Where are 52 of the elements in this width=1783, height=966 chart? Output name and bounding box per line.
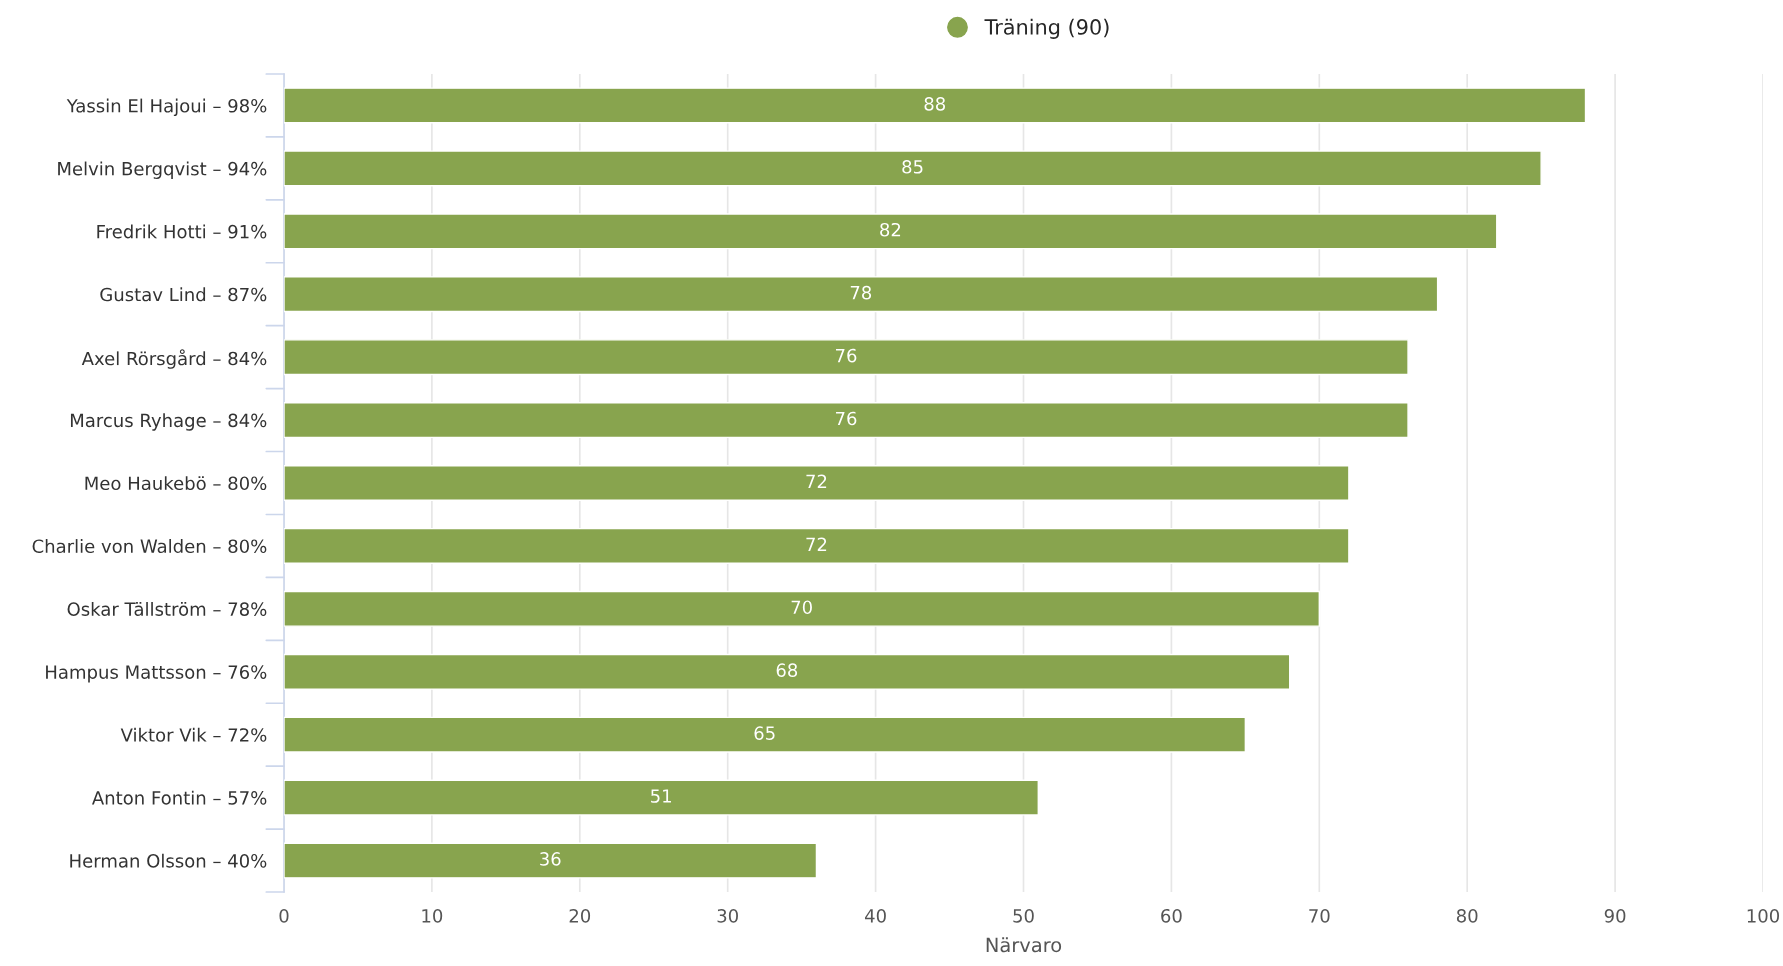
y-tick-label: Axel Rörsgård – 84% [81, 349, 267, 369]
y-tick-label: Charlie von Walden – 80% [32, 539, 267, 554]
x-tick-label: 80 [1456, 908, 1478, 923]
x-tick-label: 70 [1309, 908, 1330, 923]
bar [284, 402, 1409, 439]
y-tick-label: Yassin El Hajoui – 98% [66, 98, 267, 117]
x-tick-label: 100 [1747, 908, 1780, 923]
data-label: 85 [902, 159, 923, 174]
x-tick-label: 60 [1161, 908, 1182, 923]
y-tick-label: Marcus Ryhage – 84% [70, 413, 267, 431]
y-tick-label: Hampus Mattsson – 76% [46, 665, 267, 683]
legend-label: Träning (90) [984, 18, 1109, 39]
y-tick-label: Meo Haukebö – 80% [85, 476, 267, 491]
x-tick-label: 10 [422, 908, 443, 923]
data-label: 51 [651, 789, 671, 803]
bar [284, 779, 1039, 816]
data-label: 82 [880, 222, 901, 237]
data-label: 78 [850, 285, 872, 300]
x-axis-title: Närvaro [986, 937, 1062, 953]
data-label: 65 [754, 726, 775, 740]
bar [284, 527, 1350, 564]
y-tick-label: Melvin Bergqvist – 94% [58, 161, 267, 179]
data-label: 36 [540, 852, 561, 866]
bar [284, 213, 1498, 250]
bar [284, 653, 1291, 690]
x-tick-label: 50 [1013, 908, 1034, 923]
bar [284, 87, 1587, 124]
data-label: 76 [836, 411, 857, 426]
x-tick-label: 20 [569, 908, 591, 923]
x-tick-label: 40 [865, 908, 886, 923]
bar [284, 842, 818, 879]
data-label: 72 [806, 474, 827, 488]
y-tick-label: Gustav Lind – 87% [100, 287, 267, 302]
x-tick-label: 0 [279, 908, 289, 923]
bar [284, 716, 1247, 753]
data-label: 88 [924, 97, 946, 111]
bar [284, 339, 1409, 376]
data-label: 68 [776, 663, 798, 678]
data-label: 72 [806, 537, 827, 551]
y-tick-label: Fredrik Hotti – 91% [97, 224, 267, 239]
y-tick-label: Anton Fontin – 57% [91, 790, 267, 805]
bar [284, 590, 1320, 627]
x-tick-label: 30 [717, 908, 738, 923]
data-label: 76 [836, 348, 857, 363]
bar [284, 276, 1439, 313]
y-tick-label: Viktor Vik – 72% [120, 727, 267, 742]
bar [284, 465, 1350, 501]
y-tick-label: Oskar Tällström – 78% [67, 601, 267, 616]
x-tick-label: 90 [1604, 908, 1626, 923]
data-label: 70 [791, 600, 812, 615]
y-tick-label: Herman Olsson – 40% [70, 853, 267, 868]
bar [284, 150, 1542, 187]
